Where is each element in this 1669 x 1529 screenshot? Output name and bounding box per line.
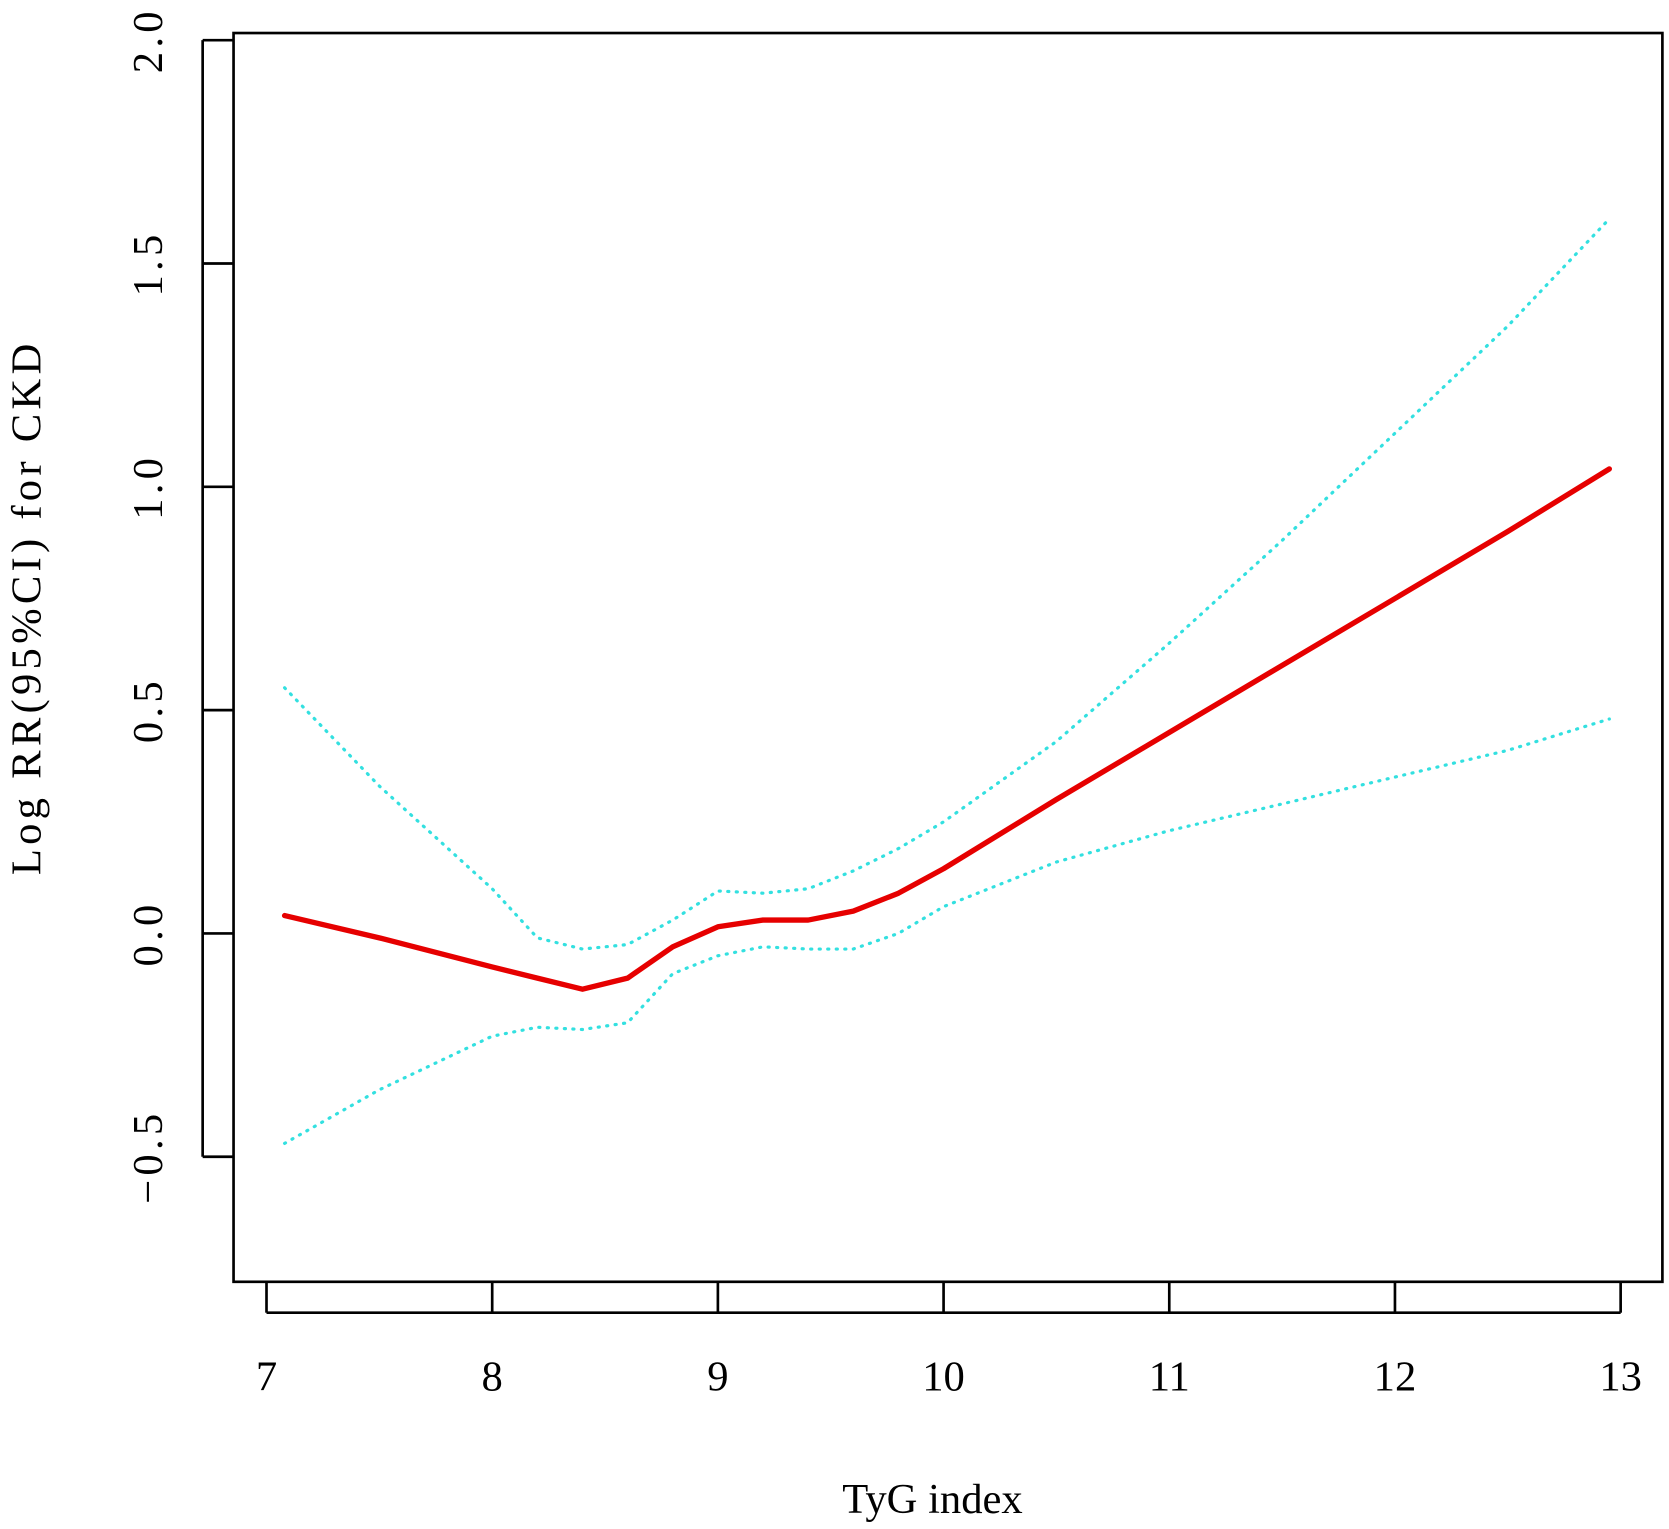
x-tick-label: 9 (707, 1353, 728, 1400)
y-tick-label: 1.0 (125, 454, 172, 520)
y-tick-label: 0.0 (125, 900, 172, 966)
x-tick-label: 7 (256, 1353, 277, 1400)
ci-line (282, 217, 1611, 951)
x-axis-label: TyG index (842, 1476, 1022, 1523)
plot-frame (232, 31, 1664, 1284)
x-tick-label: 11 (1149, 1353, 1190, 1400)
y-axis-label: Log RR(95%CI) for CKD (4, 339, 51, 875)
y-tick-label: 0.5 (125, 677, 172, 743)
ci-line (282, 717, 1611, 1145)
x-tick-label: 10 (922, 1353, 965, 1400)
x-tick-label: 8 (482, 1353, 503, 1400)
y-tick-label: 1.5 (125, 230, 172, 296)
y-tick-label: −0.5 (125, 1110, 172, 1204)
estimate-line (281, 466, 1612, 992)
x-tick-label: 12 (1374, 1353, 1417, 1400)
x-tick-label: 13 (1599, 1353, 1642, 1400)
y-tick-label: 2.0 (125, 7, 172, 73)
